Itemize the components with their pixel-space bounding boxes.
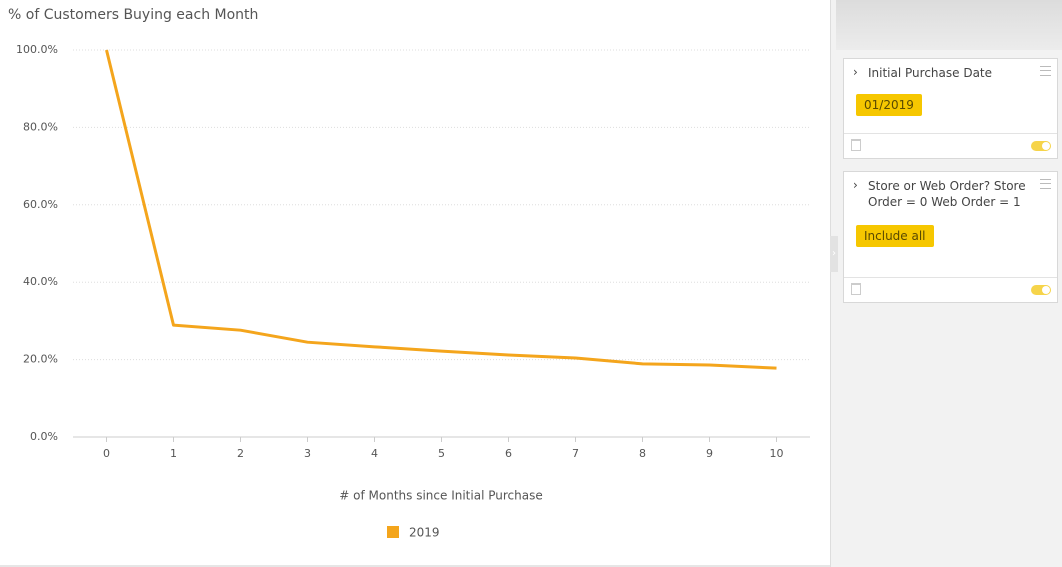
y-tick-label: 20.0% bbox=[23, 353, 58, 366]
legend-label: 2019 bbox=[409, 526, 440, 540]
toggle[interactable] bbox=[1031, 285, 1051, 295]
filter-card: › Store or Web Order? Store Order = 0 Web… bbox=[843, 171, 1058, 303]
x-tick-label: 7 bbox=[572, 447, 579, 460]
drag-handle[interactable] bbox=[1040, 179, 1051, 189]
delete-icon[interactable] bbox=[851, 283, 861, 295]
filter-title: Initial Purchase Date bbox=[868, 66, 993, 80]
x-tick-label: 1 bbox=[170, 447, 177, 460]
filter-header[interactable]: › Initial Purchase Date bbox=[844, 59, 1057, 87]
panel-header bbox=[836, 0, 1062, 50]
x-tick-label: 8 bbox=[639, 447, 646, 460]
filter-value[interactable]: Include all bbox=[856, 225, 934, 247]
collapse-handle[interactable]: › bbox=[830, 236, 838, 272]
x-tick-label: 2 bbox=[237, 447, 244, 460]
y-tick-label: 0.0% bbox=[30, 430, 58, 443]
legend-swatch bbox=[387, 526, 399, 538]
filter-footer bbox=[844, 277, 1057, 302]
y-tick-label: 80.0% bbox=[23, 120, 58, 133]
x-tick-label: 10 bbox=[770, 447, 784, 460]
series-line bbox=[105, 49, 777, 370]
x-tick-label: 5 bbox=[438, 447, 445, 460]
drag-handle[interactable] bbox=[1040, 66, 1051, 76]
y-tick-label: 100.0% bbox=[16, 43, 58, 56]
filter-footer bbox=[844, 133, 1057, 158]
delete-icon[interactable] bbox=[851, 139, 861, 151]
chart: % of Customers Buying each Month # of Mo… bbox=[0, 7, 830, 567]
filter-title: Store or Web Order? Store Order = 0 Web … bbox=[868, 179, 1026, 209]
x-axis-label: # of Months since Initial Purchase bbox=[339, 489, 542, 503]
x-tick-label: 3 bbox=[304, 447, 311, 460]
filter-header[interactable]: › Store or Web Order? Store Order = 0 Web… bbox=[844, 172, 1057, 216]
x-tick-label: 9 bbox=[706, 447, 713, 460]
x-tick-label: 4 bbox=[371, 447, 378, 460]
expand-icon[interactable]: › bbox=[853, 65, 858, 79]
filter-card: › Initial Purchase Date 01/2019 bbox=[843, 58, 1058, 159]
y-tick-label: 40.0% bbox=[23, 275, 58, 288]
filter-value[interactable]: 01/2019 bbox=[856, 94, 922, 116]
toggle[interactable] bbox=[1031, 141, 1051, 151]
expand-icon[interactable]: › bbox=[853, 178, 858, 192]
x-tick-label: 0 bbox=[103, 447, 110, 460]
y-tick-label: 60.0% bbox=[23, 198, 58, 211]
x-tick-label: 6 bbox=[505, 447, 512, 460]
chart-title: % of Customers Buying each Month bbox=[8, 7, 258, 23]
